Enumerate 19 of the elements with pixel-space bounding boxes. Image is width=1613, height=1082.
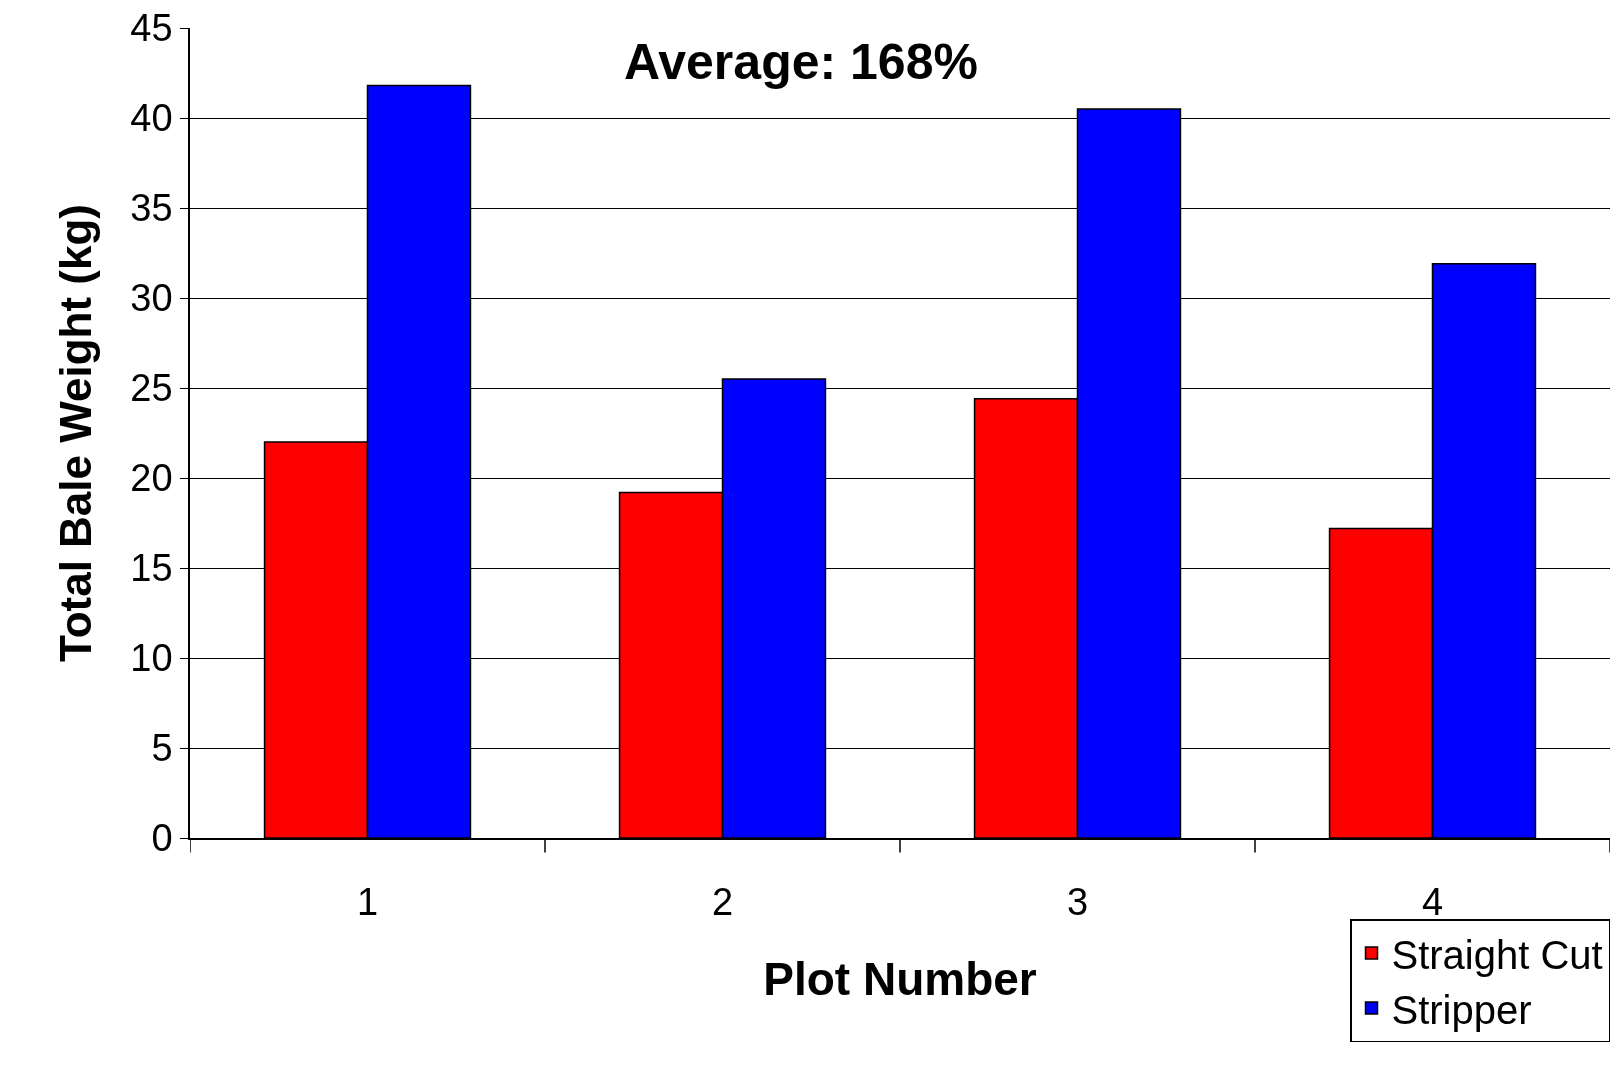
- y-tick-label: 10: [130, 637, 173, 680]
- x-tick-label: 1: [356, 881, 379, 924]
- y-tick-label: 30: [130, 277, 173, 320]
- y-tick-label: 20: [130, 457, 173, 500]
- x-tick-label: 3: [1066, 881, 1089, 924]
- y-axis-title: Total Bale Weight (kg): [50, 204, 100, 662]
- y-tick-label: 45: [130, 7, 173, 50]
- y-tick-label: 35: [130, 187, 173, 230]
- y-tick-label: 40: [130, 97, 173, 140]
- x-tick-label: 4: [1421, 881, 1444, 924]
- x-axis-title: Plot Number: [763, 952, 1037, 1005]
- y-tick-label: 0: [151, 817, 173, 860]
- y-tick-label: 25: [130, 367, 173, 410]
- legend-label: Stripper: [1391, 987, 1532, 1032]
- y-tick-label: 5: [151, 727, 173, 770]
- annotation: Average: 168%: [624, 34, 978, 90]
- legend-label: Straight Cut: [1391, 932, 1603, 977]
- y-tick-label: 15: [130, 547, 173, 590]
- x-tick-label: 2: [711, 881, 734, 924]
